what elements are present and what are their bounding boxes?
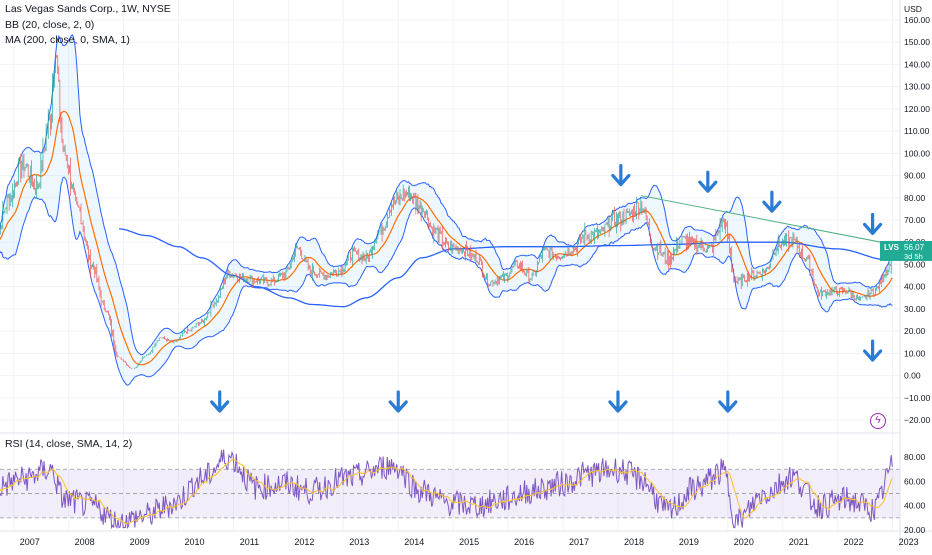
down-arrow-icon[interactable] xyxy=(388,390,408,413)
arrow-head xyxy=(611,173,631,187)
ma200-line xyxy=(118,228,889,308)
down-arrow-icon[interactable] xyxy=(718,390,738,413)
time-tick-label: 2012 xyxy=(294,537,314,547)
down-arrow-icon[interactable] xyxy=(698,170,718,193)
price-tick-label: 20.00 xyxy=(904,326,926,336)
arrow-head xyxy=(608,400,628,413)
rsi-tick-label: 80.00 xyxy=(904,452,926,462)
arrow-head xyxy=(863,222,883,236)
grid-layer xyxy=(0,0,900,530)
time-tick-label: 2018 xyxy=(624,537,644,547)
rsi-tick-label: 20.00 xyxy=(904,525,926,535)
arrow-head xyxy=(388,400,408,413)
time-tick-label: 2019 xyxy=(679,537,699,547)
time-tick-label: 2007 xyxy=(20,537,40,547)
trendline xyxy=(640,195,893,245)
price-axis-currency: USD xyxy=(904,4,922,14)
bb-fill xyxy=(0,34,893,386)
time-tick-label: 2008 xyxy=(75,537,95,547)
price-tick-label: 130.00 xyxy=(904,82,930,92)
price-tick-label: 80.00 xyxy=(904,193,926,203)
down-arrow-icon[interactable] xyxy=(611,163,631,187)
time-tick-label: 2022 xyxy=(844,537,864,547)
down-arrow-icon[interactable] xyxy=(762,190,782,213)
rsi-legend[interactable]: RSI (14, close, SMA, 14, 2) xyxy=(5,438,133,450)
down-arrow-icon[interactable] xyxy=(863,212,883,236)
arrow-head xyxy=(863,349,883,362)
symbol-title[interactable]: Las Vegas Sands Corp., 1W, NYSE xyxy=(5,3,171,15)
down-arrow-icon[interactable] xyxy=(608,390,628,413)
last-price-value: 56.07 xyxy=(904,243,925,252)
price-tick-label: 10.00 xyxy=(904,348,926,358)
time-tick-label: 2014 xyxy=(404,537,424,547)
price-tick-label: 90.00 xyxy=(904,171,926,181)
bb-upper-line xyxy=(0,33,893,356)
price-tick-label: −20.00 xyxy=(904,415,931,425)
time-tick-label: 2017 xyxy=(569,537,589,547)
rsi-ma-line xyxy=(0,458,893,525)
price-tick-label: 40.00 xyxy=(904,282,926,292)
price-tick-label: 110.00 xyxy=(904,126,930,136)
arrows-layer[interactable] xyxy=(210,163,883,413)
time-tick-label: 2016 xyxy=(514,537,534,547)
candles-layer xyxy=(0,52,893,370)
time-tick-label: 2009 xyxy=(130,537,150,547)
bb-basis-line xyxy=(0,110,893,366)
time-tick-label: 2021 xyxy=(789,537,809,547)
bb-lower-line xyxy=(0,176,893,386)
ma200-layer xyxy=(118,228,889,308)
last-price-symbol: LVS xyxy=(884,243,900,252)
price-tick-label: 150.00 xyxy=(904,37,930,47)
time-tick-label: 2011 xyxy=(240,537,259,547)
ma-legend[interactable]: MA (200, close, 0, SMA, 1) xyxy=(5,34,130,46)
alert-icon[interactable]: ϟ xyxy=(870,413,886,429)
arrow-head xyxy=(698,180,718,193)
bollinger-layer xyxy=(0,33,893,386)
price-tick-label: 160.00 xyxy=(904,15,930,25)
bb-legend[interactable]: BB (20, close, 2, 0) xyxy=(5,19,95,31)
price-tick-label: −10.00 xyxy=(904,393,931,403)
arrow-head xyxy=(762,200,782,213)
time-tick-label: 2010 xyxy=(185,537,205,547)
price-tick-label: 0.00 xyxy=(904,371,921,381)
rsi-line xyxy=(0,449,893,530)
price-tick-label: 100.00 xyxy=(904,148,930,158)
price-tick-label: 30.00 xyxy=(904,304,926,314)
price-tick-label: 50.00 xyxy=(904,259,926,269)
price-tick-label: 70.00 xyxy=(904,215,926,225)
down-arrow-icon[interactable] xyxy=(210,390,230,413)
rsi-tick-label: 40.00 xyxy=(904,501,926,511)
price-axis-bg xyxy=(900,0,932,550)
rsi-tick-label: 60.00 xyxy=(904,476,926,486)
time-tick-label: 2023 xyxy=(899,537,919,547)
rsi-layer xyxy=(0,449,893,530)
arrow-head xyxy=(210,400,230,413)
trendline-layer[interactable] xyxy=(640,195,893,245)
last-price-bg xyxy=(880,240,932,261)
time-tick-label: 2020 xyxy=(734,537,754,547)
price-tick-label: 140.00 xyxy=(904,59,930,69)
time-tick-label: 2013 xyxy=(349,537,369,547)
down-arrow-icon[interactable] xyxy=(863,339,883,362)
price-tick-label: 120.00 xyxy=(904,104,930,114)
last-price-countdown: 3d 5h xyxy=(904,252,923,261)
time-tick-label: 2015 xyxy=(459,537,479,547)
arrow-head xyxy=(718,400,738,413)
